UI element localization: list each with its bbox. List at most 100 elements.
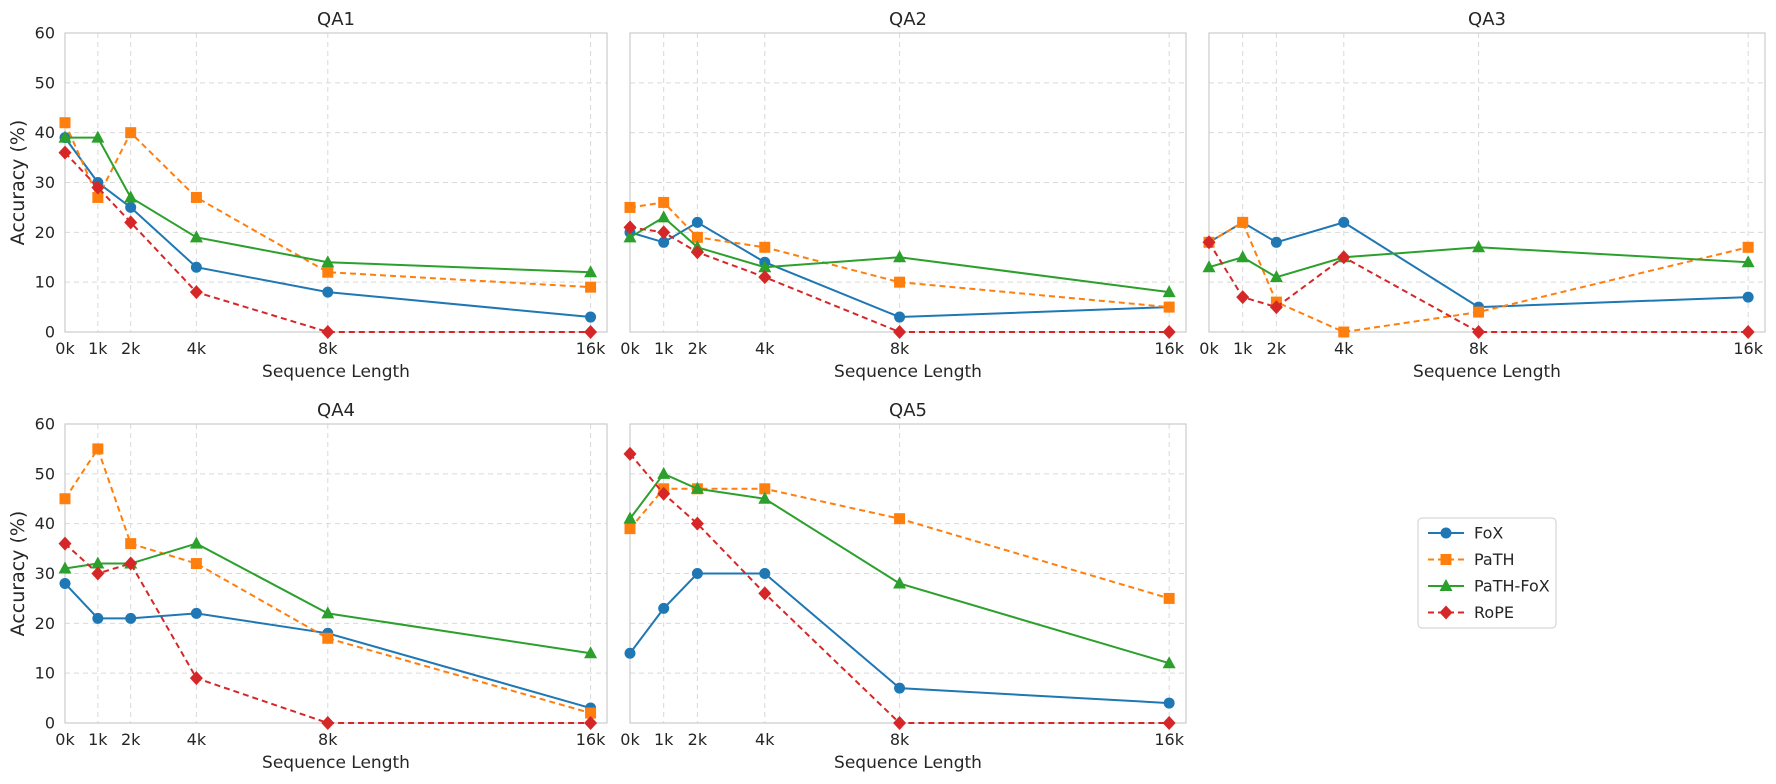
- panel-title: QA2: [889, 9, 927, 30]
- data-point: [92, 191, 104, 203]
- x-axis-label: Sequence Length: [834, 362, 982, 382]
- series-rope: [623, 220, 1176, 339]
- series-line: [629, 216, 1170, 294]
- data-point: [322, 266, 334, 278]
- data-point: [1337, 250, 1351, 265]
- data-point: [623, 220, 637, 235]
- legend-marker: [1440, 527, 1452, 539]
- x-tick-label: 16k: [576, 730, 606, 749]
- data-point: [321, 255, 335, 268]
- x-tick-label: 0k: [620, 730, 640, 749]
- x-tick-label: 4k: [1334, 339, 1354, 358]
- data-point: [91, 566, 105, 581]
- series-line: [64, 122, 591, 289]
- series-line: [64, 137, 591, 319]
- data-point: [894, 682, 906, 694]
- data-point: [690, 481, 704, 494]
- series-path-fox: [58, 130, 598, 278]
- data-point: [1236, 250, 1250, 263]
- legend-entry-fox: FoX: [1428, 524, 1503, 543]
- series-path: [624, 196, 1175, 313]
- data-point: [59, 577, 71, 589]
- y-tick-label: 0: [45, 323, 55, 342]
- y-tick-label: 50: [35, 464, 55, 483]
- x-tick-label: 4k: [755, 730, 775, 749]
- series-line: [629, 226, 1170, 333]
- data-point: [92, 443, 104, 455]
- y-tick-label: 10: [35, 273, 55, 292]
- data-point: [1338, 216, 1350, 228]
- data-point: [584, 325, 598, 339]
- panel-title: QA3: [1468, 9, 1506, 30]
- y-tick-label: 30: [35, 173, 55, 192]
- panel-qa1: QA1 0k 1k 2k 4k 8k 16k Sequence Length 0 10 20 30 40…: [7, 9, 608, 382]
- series-rope: [58, 536, 598, 730]
- data-point: [585, 311, 597, 323]
- data-point: [1473, 306, 1485, 318]
- y-tick-label: 40: [35, 514, 55, 533]
- legend-label: PaTH: [1474, 550, 1515, 569]
- data-point: [1741, 325, 1755, 339]
- x-tick-label: 1k: [1233, 339, 1253, 358]
- series-line: [64, 151, 591, 333]
- panel-title: QA5: [889, 400, 927, 421]
- y-tick-label: 50: [35, 73, 55, 92]
- data-point: [91, 556, 105, 569]
- series-line: [629, 221, 1170, 319]
- data-point: [124, 556, 138, 571]
- x-tick-label: 16k: [576, 339, 606, 358]
- data-point: [624, 647, 636, 659]
- data-point: [657, 466, 671, 479]
- x-tick-label: 8k: [318, 730, 338, 749]
- x-tick-label: 8k: [318, 339, 338, 358]
- y-tick-label: 40: [35, 123, 55, 142]
- x-tick-label: 0k: [1199, 339, 1219, 358]
- data-point: [58, 145, 72, 160]
- x-tick-label: 8k: [1469, 339, 1489, 358]
- data-point: [189, 536, 203, 549]
- series-path-fox: [1202, 240, 1755, 283]
- data-point: [690, 245, 704, 260]
- series-line: [1208, 241, 1749, 333]
- data-point: [759, 241, 771, 253]
- data-point: [1202, 260, 1216, 273]
- data-point: [658, 236, 670, 248]
- data-point: [691, 216, 703, 228]
- data-point: [1163, 592, 1175, 604]
- x-tick-label: 0k: [55, 339, 75, 358]
- series-fox: [624, 568, 1175, 709]
- data-point: [1162, 656, 1176, 669]
- y-axis-label: Accuracy (%): [7, 120, 29, 246]
- data-point: [1163, 697, 1175, 709]
- data-point: [690, 516, 704, 531]
- data-point: [190, 558, 202, 570]
- data-point: [657, 225, 671, 240]
- data-point: [322, 286, 334, 298]
- data-point: [658, 602, 670, 614]
- y-tick-label: 60: [35, 24, 55, 43]
- series-path-fox: [623, 466, 1176, 669]
- data-point: [1162, 716, 1176, 730]
- y-tick-label: 20: [35, 614, 55, 633]
- x-tick-label: 16k: [1154, 730, 1184, 749]
- axes-frame: [629, 32, 1187, 333]
- series-rope: [1202, 235, 1755, 339]
- data-point: [585, 281, 597, 293]
- data-point: [124, 215, 138, 230]
- series-line: [64, 542, 591, 655]
- data-point: [190, 607, 202, 619]
- data-point: [1162, 325, 1176, 339]
- legend-marker: [1439, 579, 1453, 591]
- data-point: [1269, 300, 1283, 315]
- data-point: [91, 130, 105, 143]
- series-line: [629, 453, 1170, 724]
- data-point: [58, 561, 72, 574]
- data-point: [894, 513, 906, 525]
- x-tick-label: 4k: [755, 339, 775, 358]
- panel-title: QA1: [317, 9, 355, 30]
- data-point: [1236, 290, 1250, 305]
- x-tick-label: 4k: [187, 339, 207, 358]
- data-point: [893, 250, 907, 263]
- series-path: [59, 117, 597, 293]
